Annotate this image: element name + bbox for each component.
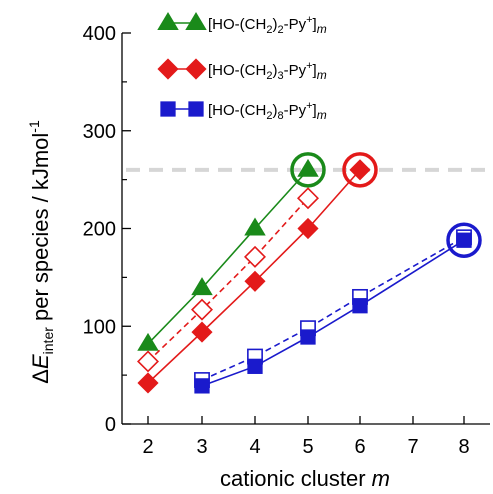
y-tick-label: 200 (83, 219, 116, 241)
x-tick-label: 5 (302, 436, 313, 458)
legend-label: [HO-(CH2)8-Py+]m (208, 100, 327, 122)
series-0 (137, 152, 326, 351)
data-point-filled (244, 270, 266, 292)
legend-label-part: 3 (277, 70, 283, 82)
legend-label-part: ] (313, 62, 317, 79)
x-tick-label: 6 (354, 436, 365, 458)
legend: [HO-(CH2)2-Py+]m[HO-(CH2)3-Py+]m[HO-(CH2… (157, 12, 327, 122)
data-point-filled (247, 358, 263, 374)
legend-label: [HO-(CH2)2-Py+]m (208, 14, 327, 36)
data-point-filled (300, 329, 316, 345)
legend-label-part: -Py (284, 62, 307, 79)
plot-area (126, 152, 490, 394)
legend-label-part: [HO-(CH (208, 102, 266, 119)
legend-label-part: m (317, 68, 327, 82)
y-axis-title-delta: Δ (28, 369, 53, 384)
data-point-filled (194, 378, 210, 394)
legend-label-part: ) (272, 62, 277, 79)
series-2 (194, 222, 482, 394)
y-tick-label: 100 (83, 316, 116, 338)
legend-label-part: -Py (284, 102, 307, 119)
legend-marker (157, 58, 179, 80)
x-axis-title-var: m (372, 466, 390, 491)
legend-label-part: -Py (284, 16, 307, 33)
legend-label-part: 2 (266, 24, 272, 36)
y-tick-label: 400 (83, 23, 116, 45)
legend-label-part: m (317, 22, 327, 36)
legend-marker (160, 101, 176, 117)
x-tick-label: 8 (458, 436, 469, 458)
series-line-dashed (147, 197, 309, 363)
legend-label-part: 2 (277, 24, 283, 36)
legend-label-part: 2 (266, 70, 272, 82)
y-tick-label: 0 (105, 414, 116, 436)
legend-marker (185, 58, 207, 80)
legend-label-part: ) (272, 102, 277, 119)
data-point-open (297, 187, 319, 210)
legend-label-part: [HO-(CH (208, 62, 266, 79)
legend-label-part: + (306, 100, 312, 112)
data-point-open (244, 245, 266, 268)
x-axis-title: cationic cluster m (220, 466, 390, 491)
legend-label-part: ] (313, 102, 317, 119)
legend-label-part: 8 (277, 110, 283, 122)
data-point-filled (244, 217, 266, 236)
data-point-filled (297, 217, 319, 240)
legend-label-part: ) (272, 16, 277, 33)
legend-label-part: + (306, 14, 312, 26)
highlight-ring (342, 152, 378, 188)
y-tick-label: 300 (83, 121, 116, 143)
y-axis-title-rest: per species / kJmol (28, 133, 53, 327)
legend-marker (157, 12, 179, 30)
legend-item-0: [HO-(CH2)2-Py+]m (157, 12, 327, 36)
legend-label-part: m (317, 108, 327, 122)
x-tick-label: 4 (249, 436, 260, 458)
legend-label-part: + (306, 60, 312, 72)
data-point-filled (297, 158, 319, 177)
x-axis-title-main: cationic cluster (220, 466, 372, 491)
y-axis-title-sub: inter (40, 327, 56, 355)
series-1 (137, 152, 378, 394)
data-point-open (137, 350, 159, 373)
data-point-open (191, 298, 213, 321)
x-tick-label: 2 (142, 436, 153, 458)
legend-label-part: ] (313, 16, 317, 33)
legend-item-2: [HO-(CH2)8-Py+]m (160, 100, 327, 122)
data-point-filled (191, 277, 213, 296)
data-point-filled (137, 372, 159, 394)
data-point-filled (349, 159, 371, 181)
legend-item-1: [HO-(CH2)3-Py+]m (157, 58, 327, 82)
legend-marker (185, 12, 207, 30)
x-tick-label: 7 (407, 436, 418, 458)
legend-label: [HO-(CH2)3-Py+]m (208, 60, 327, 82)
highlight-ring (446, 222, 482, 258)
highlight-ring (290, 152, 326, 188)
y-axis-title-e: E (28, 354, 53, 369)
data-point-filled (352, 298, 368, 314)
y-axis-title: ΔEinter per species / kJmol-1 (26, 120, 56, 384)
x-tick-label: 3 (196, 436, 207, 458)
legend-label-part: 2 (266, 110, 272, 122)
data-point-filled (456, 232, 472, 248)
legend-marker (188, 101, 204, 117)
y-axis-title-sup: -1 (26, 120, 42, 133)
data-point-filled (137, 332, 159, 351)
legend-label-part: [HO-(CH (208, 16, 266, 33)
series-line-solid (147, 169, 309, 345)
data-point-filled (191, 321, 213, 343)
